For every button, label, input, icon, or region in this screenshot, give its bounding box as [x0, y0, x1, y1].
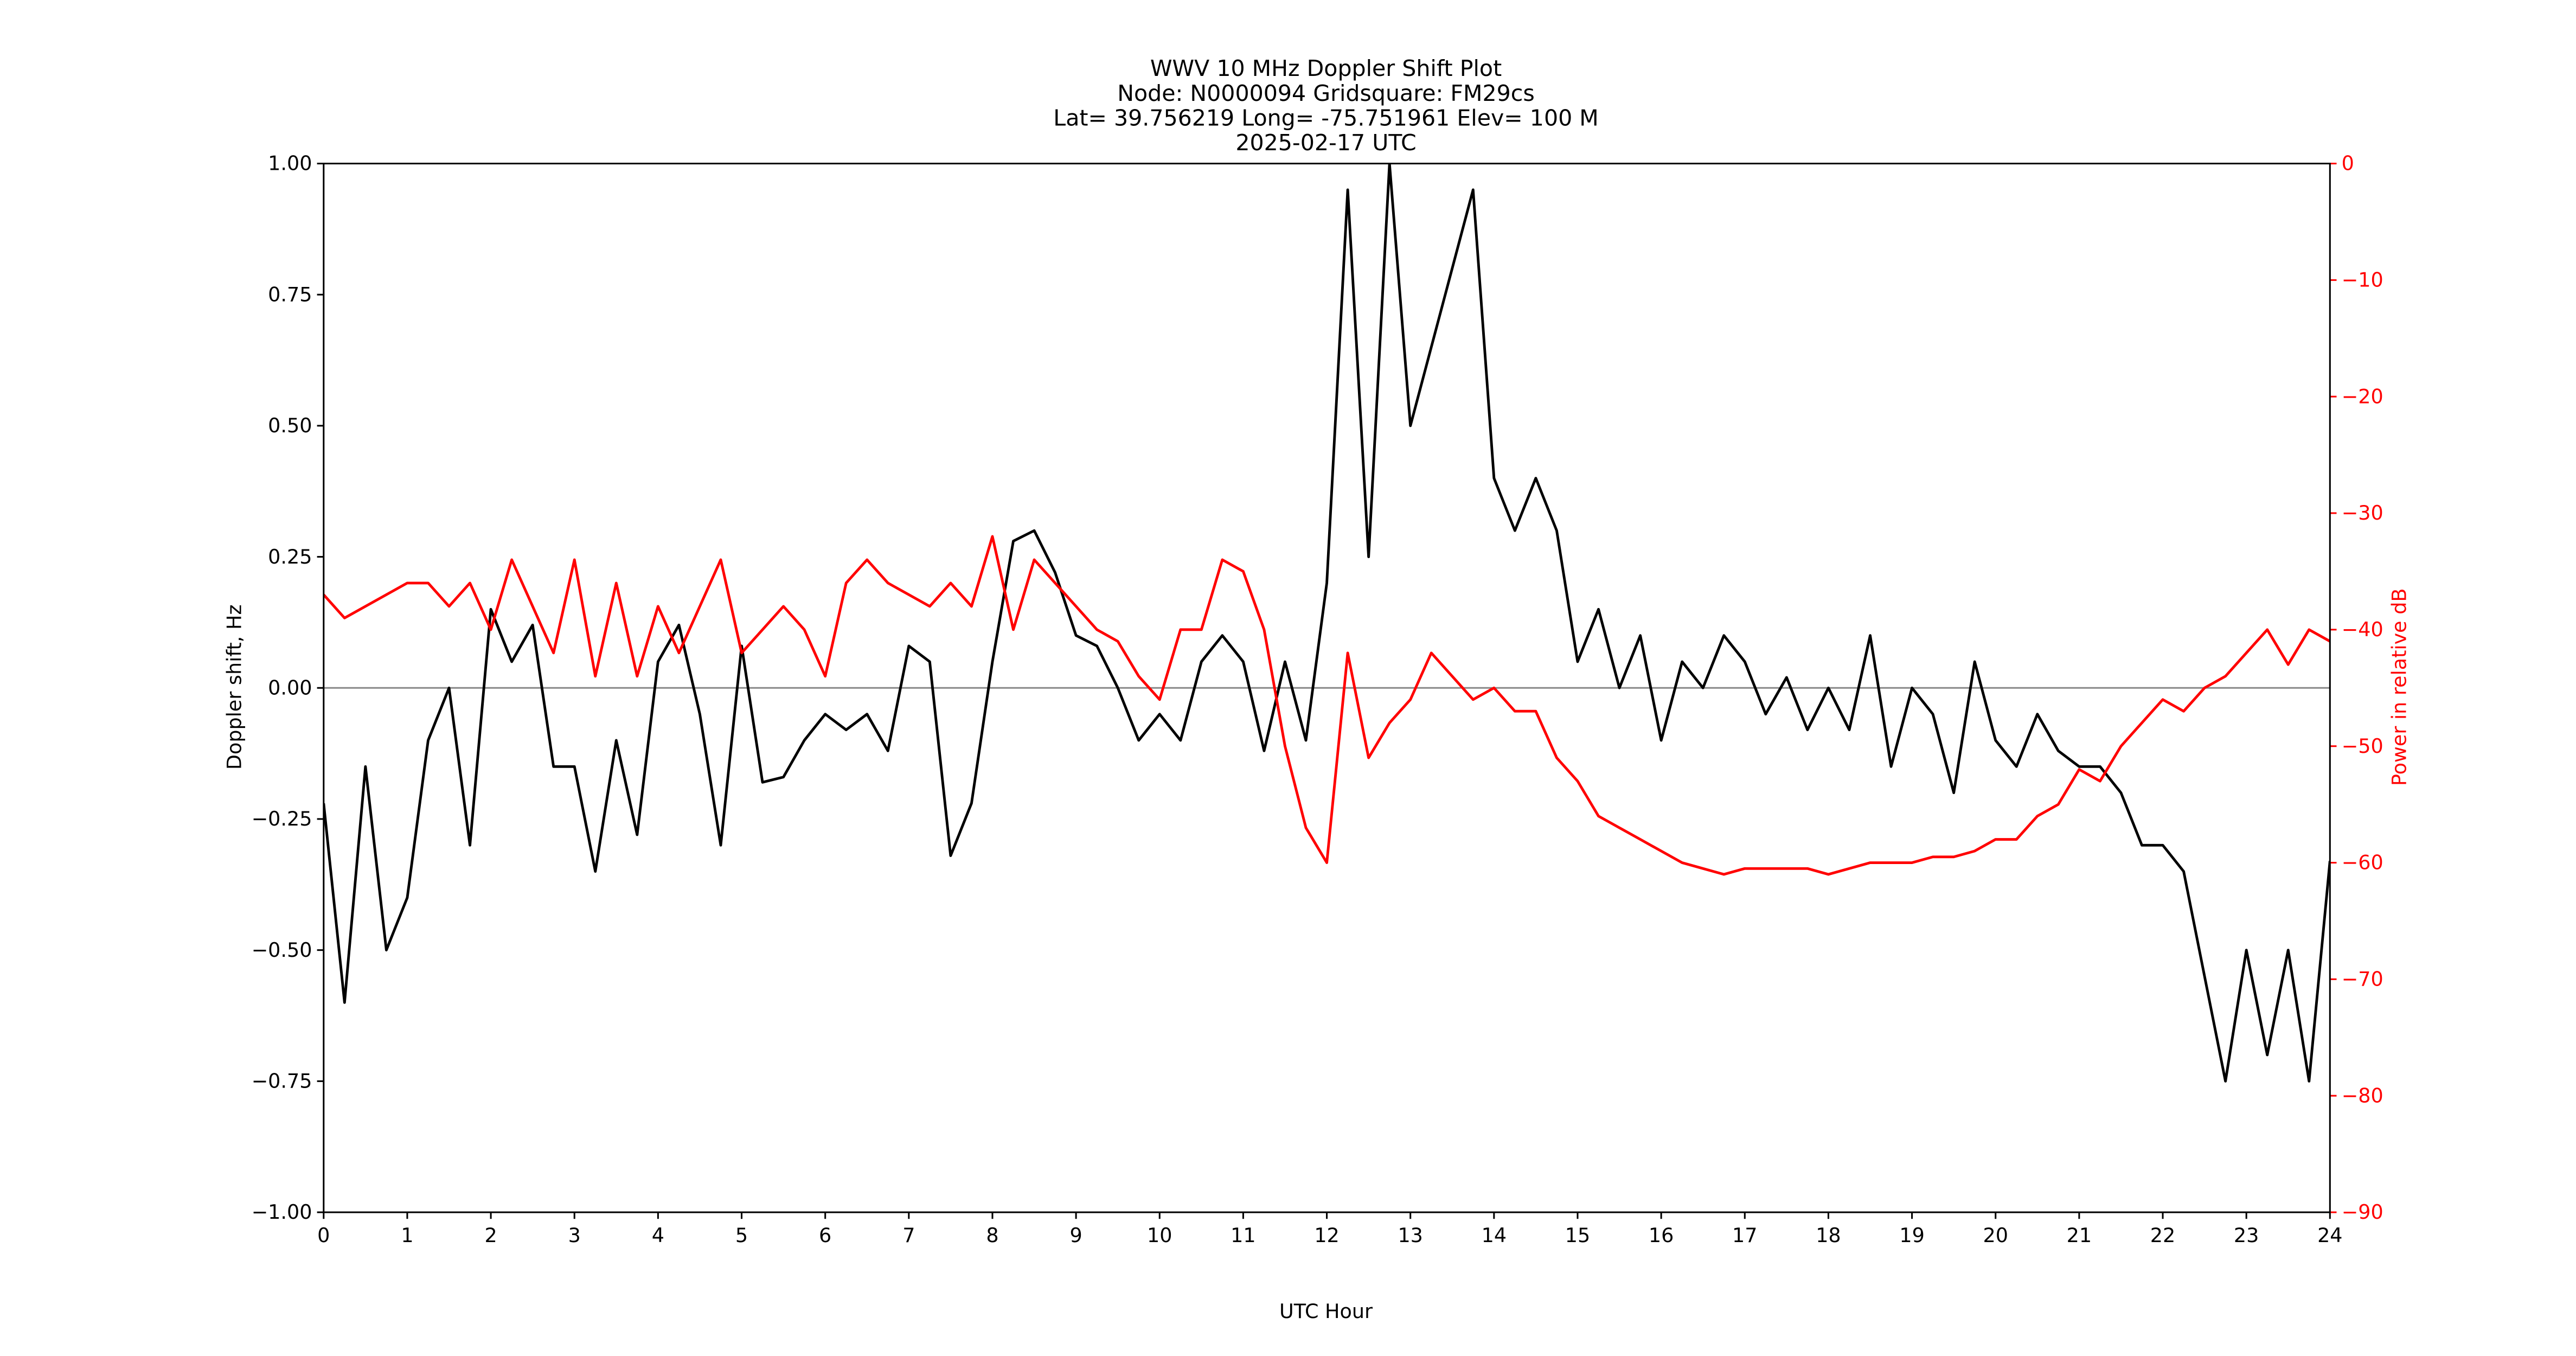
- x-tick-label: 21: [2067, 1224, 2092, 1247]
- x-tick-label: 18: [1816, 1224, 1841, 1247]
- y2-tick-label: −30: [2342, 501, 2383, 525]
- chart-title: WWV 10 MHz Doppler Shift Plot: [1150, 55, 1502, 81]
- x-tick-label: 17: [1732, 1224, 1757, 1247]
- y-tick-label: 0.50: [268, 414, 312, 437]
- y-axis-label: Doppler shift, Hz: [223, 604, 246, 770]
- plot-area: [323, 163, 2330, 1083]
- y2-tick-label: −70: [2342, 968, 2383, 991]
- y2-tick-label: 0: [2342, 152, 2354, 175]
- y-tick-label: −1.00: [252, 1200, 312, 1224]
- y2-tick-label: −60: [2342, 851, 2383, 874]
- y-tick-label: 0.75: [268, 283, 312, 306]
- x-tick-label: 11: [1231, 1224, 1255, 1247]
- y2-tick-label: −10: [2342, 268, 2383, 292]
- y-tick-label: 0.00: [268, 676, 312, 699]
- y2-tick-label: −90: [2342, 1200, 2383, 1224]
- x-tick-label: 13: [1398, 1224, 1422, 1247]
- x-tick-label: 10: [1147, 1224, 1172, 1247]
- x-tick-label: 0: [317, 1224, 330, 1247]
- data-line: [323, 163, 2330, 1083]
- y2-axis-label: Power in relative dB: [2387, 589, 2411, 786]
- chart-title: Node: N0000094 Gridsquare: FM29cs: [1117, 80, 1535, 106]
- x-tick-label: 1: [401, 1224, 413, 1247]
- y-tick-label: 1.00: [268, 152, 312, 175]
- x-tick-label: 22: [2150, 1224, 2175, 1247]
- x-tick-label: 4: [652, 1224, 664, 1247]
- y-tick-label: 0.25: [268, 545, 312, 568]
- x-tick-label: 3: [568, 1224, 581, 1247]
- y-tick-label: −0.75: [252, 1070, 312, 1093]
- chart-title: 2025-02-17 UTC: [1235, 130, 1416, 156]
- x-tick-label: 6: [819, 1224, 831, 1247]
- x-tick-label: 19: [1899, 1224, 1924, 1247]
- y2-tick-label: −50: [2342, 734, 2383, 758]
- x-tick-label: 12: [1314, 1224, 1339, 1247]
- x-tick-label: 16: [1649, 1224, 1674, 1247]
- y2-tick-label: −20: [2342, 385, 2383, 408]
- x-tick-label: 20: [1983, 1224, 2008, 1247]
- x-tick-label: 15: [1565, 1224, 1590, 1247]
- x-tick-label: 14: [1482, 1224, 1507, 1247]
- x-tick-label: 24: [2317, 1224, 2342, 1247]
- y2-tick-label: −80: [2342, 1084, 2383, 1107]
- x-tick-label: 2: [484, 1224, 497, 1247]
- y2-tick-label: −40: [2342, 618, 2383, 641]
- x-tick-label: 8: [986, 1224, 998, 1247]
- plot-frame: [323, 163, 2331, 1213]
- x-tick-label: 23: [2234, 1224, 2259, 1247]
- y-tick-label: −0.50: [252, 938, 312, 962]
- x-tick-label: 5: [735, 1224, 748, 1247]
- chart-title: Lat= 39.756219 Long= -75.751961 Elev= 10…: [1053, 105, 1598, 131]
- x-tick-label: 7: [902, 1224, 915, 1247]
- x-tick-label: 9: [1069, 1224, 1082, 1247]
- x-axis-label: UTC Hour: [1279, 1300, 1373, 1323]
- data-line: [323, 535, 2330, 876]
- y-tick-label: −0.25: [252, 807, 312, 830]
